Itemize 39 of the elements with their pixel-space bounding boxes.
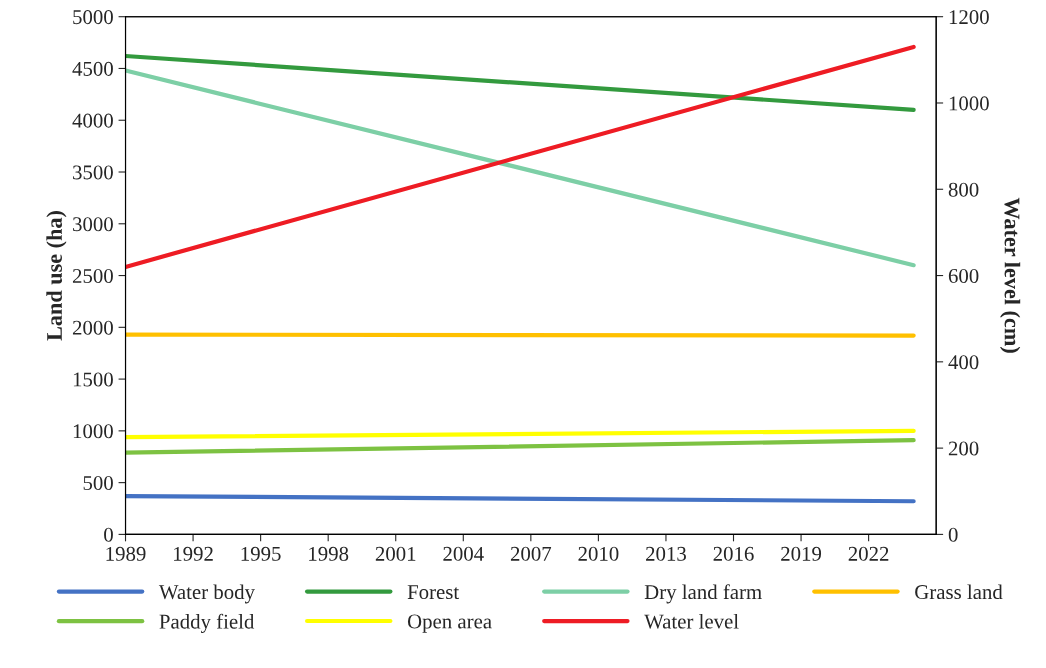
y-tick-label: 2000 xyxy=(72,320,113,335)
y2-tick-label: 400 xyxy=(948,355,979,370)
legend-label: Dry land farm xyxy=(644,584,762,604)
y2-tick-label: 0 xyxy=(948,527,958,542)
y-tick-label: 4000 xyxy=(72,113,113,128)
y2-tick-label: 1200 xyxy=(949,10,989,25)
legend-label: Grass land xyxy=(915,584,1003,600)
y2-tick-label: 200 xyxy=(948,441,979,456)
y-tick-label: 5000 xyxy=(73,10,113,25)
y2-tick-label: 1000 xyxy=(949,96,989,111)
y-tick-label: 4500 xyxy=(72,61,113,76)
x-tick-label: 2016 xyxy=(713,546,754,561)
x-tick-label: 1992 xyxy=(174,546,213,561)
y-tick-label: 1500 xyxy=(73,372,113,387)
x-tick-label: 2019 xyxy=(781,546,822,561)
legend-label: Water body xyxy=(158,584,255,604)
y2-tick-label: 800 xyxy=(948,182,979,197)
legend-label: Forest xyxy=(407,585,460,600)
x-tick-label: 1995 xyxy=(241,546,281,561)
y-tick-label: 3000 xyxy=(73,217,113,232)
x-tick-label: 1989 xyxy=(106,546,146,561)
y-tick-label: 1000 xyxy=(73,424,113,439)
x-tick-label: 2001 xyxy=(375,546,416,561)
y-tick-label: 500 xyxy=(83,476,113,491)
legend-label: Open area xyxy=(407,614,492,633)
y-tick-label: 3500 xyxy=(73,165,113,180)
y-axis-title: Land use (ha) xyxy=(46,211,67,341)
x-tick-label: 2004 xyxy=(443,546,484,561)
y-tick-label: 2500 xyxy=(72,268,113,283)
x-tick-label: 2022 xyxy=(848,546,889,561)
y-tick-label: 0 xyxy=(104,527,113,542)
x-tick-label: 2013 xyxy=(646,546,686,561)
legend-label: Paddy field xyxy=(159,613,255,633)
legend-label: Water level xyxy=(644,613,739,629)
y2-tick-label: 600 xyxy=(948,268,979,283)
y2-axis-title: Water level (cm) xyxy=(1000,197,1021,353)
x-tick-label: 2010 xyxy=(578,546,619,561)
x-tick-label: 2007 xyxy=(510,546,552,561)
x-tick-label: 1998 xyxy=(309,546,349,561)
